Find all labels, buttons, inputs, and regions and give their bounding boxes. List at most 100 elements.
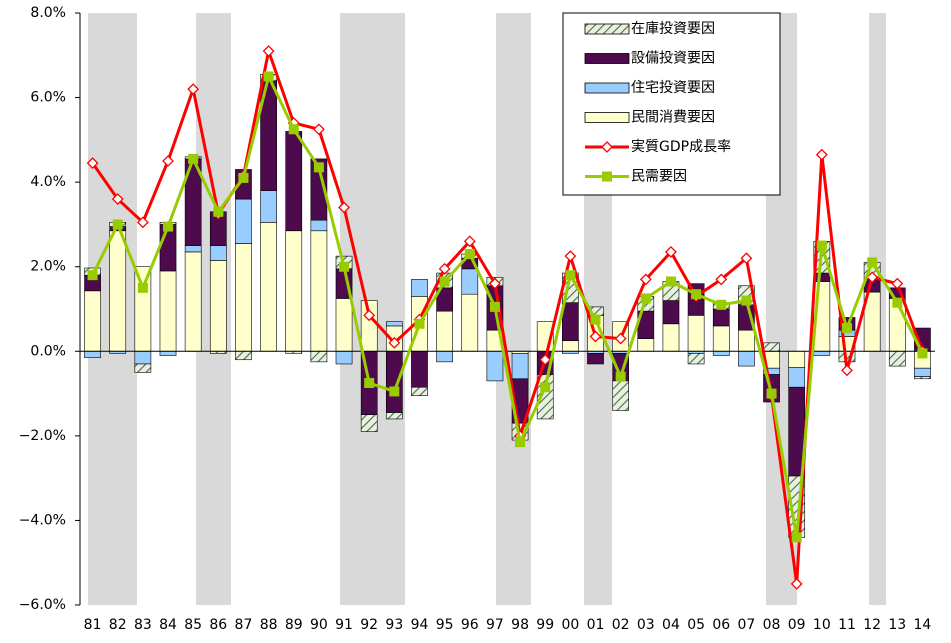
x-tick-label: 02 bbox=[612, 617, 630, 633]
x-tick-label: 87 bbox=[235, 617, 253, 633]
bar-segment bbox=[134, 350, 152, 365]
x-tick-label: 98 bbox=[511, 617, 529, 633]
square-marker bbox=[691, 289, 702, 300]
diamond-marker bbox=[866, 271, 879, 284]
bar-segment bbox=[511, 353, 529, 380]
y-tick-label: 0.0% bbox=[30, 343, 66, 359]
square-marker bbox=[87, 270, 98, 281]
x-tick-label: 85 bbox=[184, 617, 202, 633]
bar-segment bbox=[159, 350, 177, 356]
bar-segment bbox=[84, 290, 101, 352]
square-marker bbox=[163, 221, 174, 232]
bar-segment bbox=[914, 376, 931, 380]
diamond-marker bbox=[136, 216, 149, 229]
diamond-marker bbox=[539, 353, 552, 366]
x-tick-label: 96 bbox=[461, 617, 479, 633]
bar-segment bbox=[461, 268, 479, 295]
diamond-marker bbox=[187, 83, 200, 96]
bar-segment bbox=[712, 350, 730, 356]
x-tick-label: 88 bbox=[260, 617, 278, 633]
legend-label: 実質GDP成長率 bbox=[631, 138, 731, 155]
bar-segment bbox=[562, 302, 579, 342]
diamond-marker bbox=[111, 193, 124, 205]
y-tick-label: 8.0% bbox=[30, 5, 66, 21]
x-tick-label: 10 bbox=[813, 617, 831, 633]
diamond-marker bbox=[790, 577, 803, 590]
x-tick-label: 83 bbox=[134, 617, 152, 633]
diamond-marker bbox=[262, 45, 275, 57]
x-tick-label: 09 bbox=[788, 617, 806, 633]
square-marker bbox=[238, 172, 249, 183]
bar-segment bbox=[285, 230, 303, 352]
square-marker bbox=[665, 276, 676, 287]
square-marker bbox=[565, 270, 576, 281]
square-marker bbox=[313, 162, 324, 173]
bar-segment bbox=[335, 350, 353, 365]
bar-segment bbox=[411, 386, 428, 396]
diamond-marker bbox=[388, 336, 401, 349]
y-tick-label: 2.0% bbox=[30, 259, 66, 275]
diamond-marker bbox=[312, 123, 325, 136]
x-tick-label: 12 bbox=[863, 617, 881, 633]
diamond-marker bbox=[891, 277, 904, 290]
bar-segment bbox=[411, 279, 428, 297]
x-tick-label: 07 bbox=[737, 617, 755, 633]
bar-segment bbox=[888, 350, 906, 367]
square-marker bbox=[590, 314, 601, 325]
bar-segment bbox=[763, 342, 780, 352]
legend-swatch bbox=[584, 53, 630, 64]
bar-segment bbox=[914, 367, 931, 377]
legend-swatch bbox=[584, 82, 630, 94]
x-tick-label: 00 bbox=[561, 617, 579, 633]
legend-box bbox=[562, 12, 781, 196]
legend-marker bbox=[602, 171, 612, 182]
bar-segment bbox=[360, 300, 378, 352]
x-tick-label: 11 bbox=[838, 617, 856, 633]
bar-segment bbox=[788, 350, 806, 368]
x-tick-label: 05 bbox=[687, 617, 705, 633]
bar-segment bbox=[260, 190, 277, 223]
bar-segment bbox=[310, 350, 328, 363]
square-marker bbox=[439, 276, 450, 287]
bar-segment bbox=[285, 131, 303, 232]
bar-segment bbox=[235, 350, 252, 361]
bar-segment bbox=[335, 298, 353, 352]
diamond-marker bbox=[338, 201, 350, 214]
x-tick-label: 91 bbox=[335, 617, 353, 633]
square-marker bbox=[263, 71, 274, 82]
bar-segment bbox=[738, 350, 755, 367]
bar-segment bbox=[184, 251, 202, 352]
diamond-marker bbox=[363, 309, 376, 322]
bar-segment bbox=[184, 245, 202, 253]
bar-segment bbox=[260, 222, 277, 352]
x-tick-label: 97 bbox=[486, 617, 504, 633]
diamond-marker bbox=[564, 250, 577, 263]
bar-segment bbox=[360, 414, 378, 432]
bar-segment bbox=[310, 158, 328, 221]
y-tick-label: −2.0% bbox=[19, 428, 66, 444]
x-tick-label: 01 bbox=[587, 617, 605, 633]
x-tick-label: 92 bbox=[360, 617, 378, 633]
square-marker bbox=[766, 388, 777, 399]
diamond-marker bbox=[740, 252, 753, 265]
bar-segment bbox=[310, 230, 328, 352]
square-marker bbox=[188, 153, 199, 164]
square-marker bbox=[640, 293, 651, 304]
bar-segment bbox=[461, 293, 479, 352]
x-tick-label: 06 bbox=[712, 617, 730, 633]
legend-swatch bbox=[584, 23, 630, 35]
x-tick-label: 89 bbox=[285, 617, 303, 633]
bar-segment bbox=[134, 363, 152, 373]
x-tick-label: 04 bbox=[662, 617, 680, 633]
legend-label: 民需要因 bbox=[631, 169, 687, 185]
square-marker bbox=[489, 301, 500, 312]
diamond-marker bbox=[463, 235, 476, 248]
x-tick-label: 14 bbox=[914, 617, 932, 633]
square-marker bbox=[112, 219, 123, 230]
square-marker bbox=[841, 323, 852, 334]
x-tick-label: 13 bbox=[888, 617, 906, 633]
bar-segment bbox=[310, 219, 328, 232]
square-marker bbox=[741, 295, 752, 306]
square-marker bbox=[288, 124, 299, 135]
